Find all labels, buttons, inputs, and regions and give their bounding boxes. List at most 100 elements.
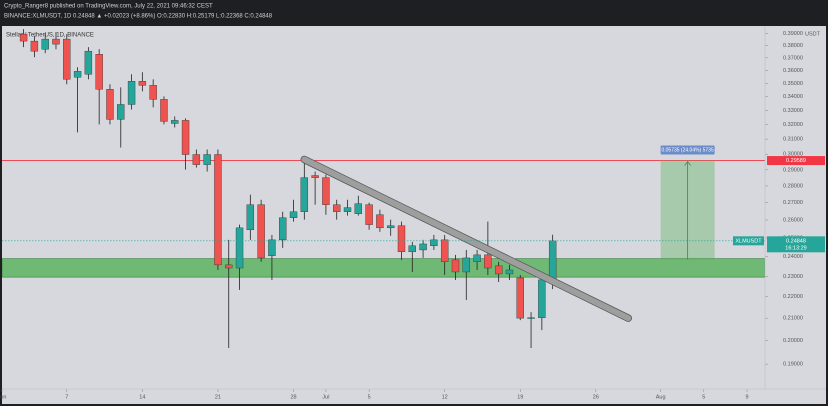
candle-body — [41, 38, 49, 50]
x-tick-label: 12 — [442, 394, 448, 400]
countdown-label: 16:13:29 — [785, 245, 806, 251]
candle-body — [246, 204, 255, 231]
y-tick-label: 0.19000 — [783, 362, 803, 368]
candle-body — [376, 214, 384, 229]
candle-body — [484, 254, 492, 269]
candle-body — [333, 204, 341, 212]
candle-body — [311, 175, 319, 178]
y-tick-label: 0.30000 — [783, 152, 803, 158]
x-tick-label: 5 — [702, 394, 705, 400]
candle-body — [527, 317, 535, 319]
x-tick-label: 7 — [65, 394, 68, 400]
x-tick-label: Jun — [0, 394, 6, 400]
candle-body — [397, 225, 406, 253]
candle-body — [225, 264, 233, 269]
x-tick-label: 5 — [368, 394, 371, 400]
y-tick-label: 0.20000 — [783, 338, 803, 344]
candle-body — [408, 245, 416, 253]
candle-body — [354, 203, 363, 214]
candle-body — [343, 207, 352, 212]
y-tick-label: 0.24000 — [783, 254, 803, 260]
candle-body — [52, 38, 60, 45]
x-tick-label: 21 — [215, 394, 221, 400]
x-tick-label: 9 — [745, 394, 748, 400]
y-tick-label: 0.21000 — [783, 316, 803, 322]
candle-body — [117, 104, 125, 120]
candle-body — [235, 227, 244, 269]
candle-body — [106, 89, 114, 120]
currency-label: USDT — [805, 31, 821, 37]
last-price-label: 0.24848 — [786, 238, 806, 244]
x-tick-label: Jul — [322, 394, 329, 400]
hline-label: 0.29589 — [786, 158, 806, 164]
candle-body — [505, 269, 514, 275]
candle-body — [365, 204, 373, 225]
last-price-bg — [767, 236, 825, 253]
candle-body — [473, 254, 481, 262]
symbol-label: XLMUSDT — [735, 238, 762, 244]
chart-title: Stellar / TetherUS, 1D, BINANCE — [6, 33, 94, 39]
symbol-line: BINANCE:XLMUSDT, 1D 0.24848 ▲ +0.02023 (… — [4, 14, 273, 20]
candle-body — [138, 81, 147, 86]
candle-body — [203, 154, 211, 165]
candle-body — [84, 50, 93, 75]
candle-body — [289, 211, 298, 218]
x-tick-label: 28 — [290, 394, 296, 400]
x-tick-label: 26 — [593, 394, 599, 400]
candle-body — [268, 239, 276, 257]
measure-arrowhead — [684, 160, 691, 166]
candle-body — [30, 40, 39, 52]
candle-body — [19, 33, 28, 42]
y-tick-label: 0.34000 — [783, 94, 803, 100]
measure-label-bg — [660, 145, 715, 155]
measure-label: 0.05735 (24.04%) 5735 — [661, 147, 713, 153]
symbol-label-bg — [733, 236, 764, 246]
y-tick-label: 0.36000 — [783, 68, 803, 74]
y-tick-label: 0.22000 — [783, 294, 803, 300]
y-tick-label: 0.28000 — [783, 183, 803, 189]
candle-body — [440, 239, 449, 262]
publish-line: Crypto_Ranger8 published on TradingView.… — [4, 4, 213, 10]
candle-body — [538, 279, 546, 318]
candle-body — [192, 154, 201, 165]
y-tick-label: 0.35000 — [783, 81, 803, 87]
trendline — [301, 156, 632, 322]
support-zone — [2, 258, 765, 278]
candle-body — [257, 204, 265, 259]
candle-body — [73, 71, 82, 78]
candle-body — [419, 243, 427, 251]
candle-body — [279, 217, 287, 241]
y-tick-label: 0.23000 — [783, 274, 803, 280]
candle-body — [430, 239, 438, 247]
candle-body — [494, 265, 503, 275]
candle-body — [171, 120, 179, 124]
y-tick-label: 0.39000 — [783, 31, 803, 37]
candle-body — [516, 277, 524, 319]
y-tick-label: 0.31000 — [783, 137, 803, 143]
candle-body — [181, 120, 190, 155]
candle-body — [386, 225, 395, 229]
candle-body — [462, 257, 470, 273]
y-tick-label: 0.38000 — [783, 43, 803, 49]
candle-body — [63, 38, 71, 80]
candle-body — [548, 240, 557, 280]
candle-body — [127, 81, 136, 105]
candle-body — [451, 259, 460, 273]
candle-body — [95, 54, 103, 90]
x-tick-label: 19 — [517, 394, 523, 400]
candle-body — [214, 154, 222, 266]
y-tick-label: 0.27000 — [783, 200, 803, 206]
hline-label-bg — [767, 156, 825, 166]
y-tick-label: 0.33000 — [783, 108, 803, 114]
y-tick-label: 0.32000 — [783, 122, 803, 128]
y-tick-label: 0.26000 — [783, 217, 803, 223]
y-tick-label: 0.37000 — [783, 55, 803, 61]
candle-body — [322, 177, 330, 205]
x-tick-label: 14 — [139, 394, 145, 400]
candle-body — [149, 85, 157, 100]
y-tick-label: 0.29000 — [783, 167, 803, 173]
candle-body — [160, 99, 168, 122]
plot: 0.05735 (24.04%) 5735 — [2, 29, 765, 348]
